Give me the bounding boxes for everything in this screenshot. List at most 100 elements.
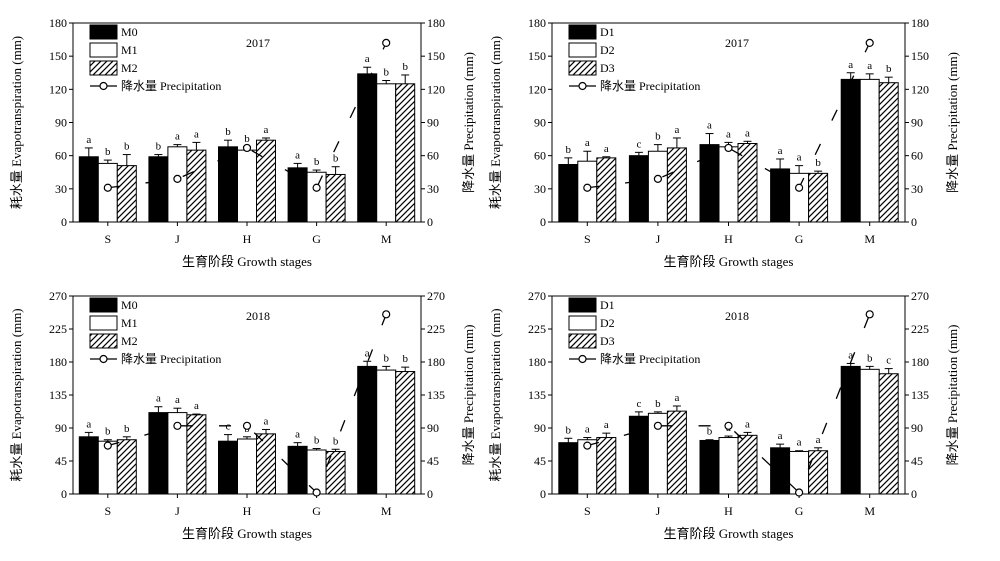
precipitation-point-S — [103, 441, 112, 450]
bar-D3-H — [737, 434, 758, 495]
chart-panel-1: 0 0 30 30 60 60 90 90 120 120 150 150 180 180 S J H G Ma b b… — [9, 16, 476, 269]
significance-label: a — [86, 418, 91, 430]
significance-label: a — [194, 128, 199, 140]
bar-M0-H — [218, 440, 238, 495]
significance-label: a — [745, 127, 750, 139]
legend-label: M0 — [121, 25, 138, 39]
left-y-tick-label: 0 — [540, 487, 546, 501]
bar-M1-J — [167, 146, 188, 223]
x-tick-label: H — [243, 504, 252, 518]
right-y-tick-label: 180 — [911, 16, 929, 30]
significance-label: a — [848, 59, 853, 71]
right-y-tick-label: 225 — [911, 322, 929, 336]
left-y-tick-label: 120 — [528, 82, 546, 96]
significance-label: b — [314, 435, 320, 447]
precipitation-point-G — [794, 183, 804, 192]
significance-label: a — [295, 149, 300, 161]
right-y-tick-label: 0 — [911, 215, 917, 229]
bar-M2-H — [256, 139, 276, 223]
legend-label: D1 — [600, 25, 615, 39]
significance-label: c — [886, 355, 891, 367]
right-y-tick-label: 150 — [427, 49, 445, 63]
legend-swatch-M0 — [89, 24, 118, 40]
bar-D2-H — [718, 146, 739, 223]
precipitation-point-J — [173, 174, 182, 183]
significance-label: a — [745, 418, 750, 430]
bar-D3-S — [596, 157, 617, 223]
bar-M1-S — [97, 162, 118, 223]
legend-label: 降水量 Precipitation — [600, 352, 700, 366]
significance-label: a — [778, 430, 783, 442]
bar-D2-M — [859, 368, 880, 495]
y-axis-title-left: 耗水量 Evapotranspiration (mm) — [9, 308, 24, 481]
precipitation-point-S — [583, 183, 592, 192]
significance-label: a — [194, 400, 199, 412]
left-y-tick-label: 225 — [49, 322, 67, 336]
left-y-tick-label: 0 — [540, 215, 546, 229]
precipitation-point-J — [173, 421, 182, 430]
significance-label: a — [797, 437, 802, 449]
precipitation-point-M — [382, 38, 391, 48]
bar-D2-J — [647, 150, 668, 223]
right-y-tick-label: 225 — [427, 322, 445, 336]
y-axis-title-left: 耗水量 Evapotranspiration (mm) — [9, 36, 24, 209]
significance-label: a — [156, 393, 161, 405]
significance-label: b — [566, 144, 572, 156]
x-tick-label: G — [312, 232, 321, 246]
bar-D1-S — [558, 442, 579, 495]
left-y-tick-label: 135 — [528, 388, 546, 402]
year-label: 2018 — [725, 309, 749, 323]
left-y-tick-label: 60 — [534, 149, 546, 163]
bar-M0-J — [148, 156, 169, 223]
x-tick-label: J — [175, 504, 180, 518]
x-tick-label: G — [795, 232, 804, 246]
left-y-tick-label: 30 — [55, 182, 67, 196]
chart-panel-3: 0 0 45 45 90 90 135 135 180 180 225 225 270 270 S J H G Ma… — [9, 289, 476, 541]
bar-D1-J — [628, 155, 649, 223]
right-y-tick-label: 60 — [427, 149, 439, 163]
significance-label: a — [674, 124, 679, 136]
significance-label: b — [655, 131, 661, 143]
bar-M1-H — [237, 149, 257, 223]
right-y-tick-label: 45 — [427, 454, 439, 468]
right-y-tick-label: 45 — [911, 454, 923, 468]
significance-label: c — [636, 398, 641, 410]
bar-D2-H — [718, 437, 739, 495]
bar-M2-J — [186, 414, 207, 495]
legend-swatch-M0 — [89, 297, 118, 313]
legend-label: 降水量 Precipitation — [600, 79, 700, 93]
left-y-tick-label: 180 — [528, 355, 546, 369]
precipitation-point-H — [242, 143, 252, 153]
precipitation-point-J — [653, 174, 663, 183]
right-y-tick-label: 0 — [427, 487, 433, 501]
right-y-tick-label: 90 — [911, 116, 923, 130]
precipitation-point-H — [724, 143, 733, 153]
right-y-tick-label: 120 — [427, 82, 445, 96]
legend-label: D3 — [600, 334, 615, 348]
x-tick-label: G — [795, 504, 804, 518]
bar-D3-J — [666, 410, 687, 495]
legend-swatch-M2 — [89, 333, 118, 349]
bar-D1-J — [628, 415, 649, 495]
bar-D1-S — [558, 164, 579, 223]
significance-label: b — [333, 435, 339, 447]
bar-M1-H — [237, 438, 257, 495]
precipitation-point-H — [242, 421, 252, 430]
precipitation-point-S — [103, 183, 112, 192]
x-tick-label: M — [864, 504, 875, 518]
right-y-tick-label: 120 — [911, 82, 929, 96]
right-y-tick-label: 150 — [911, 49, 929, 63]
x-tick-label: J — [656, 504, 661, 518]
significance-label: b — [105, 426, 111, 438]
bar-D3-G — [808, 172, 829, 223]
legend-label: D2 — [600, 316, 615, 330]
precipitation-point-M — [865, 38, 874, 48]
precipitation-line — [107, 42, 387, 189]
significance-label: b — [314, 156, 320, 168]
x-tick-label: S — [584, 232, 591, 246]
significance-label: b — [244, 133, 250, 145]
x-tick-label: J — [175, 232, 180, 246]
legend-label: D1 — [600, 298, 615, 312]
significance-label: b — [225, 126, 231, 138]
left-y-tick-label: 45 — [55, 454, 67, 468]
